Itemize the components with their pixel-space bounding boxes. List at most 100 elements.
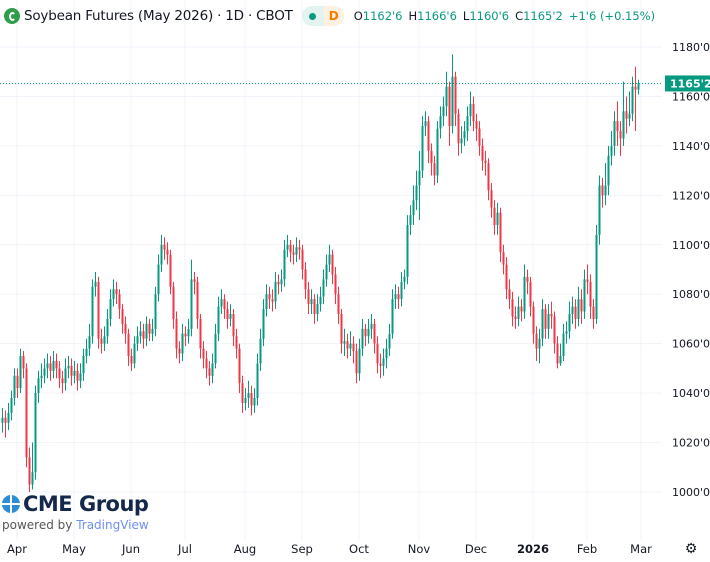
y-tick-label: 1160'0 [672, 90, 710, 103]
gear-icon[interactable]: ⚙ [684, 541, 698, 557]
candle-up [445, 86, 448, 107]
candle-up [343, 341, 346, 344]
tradingview-link[interactable]: TradingView [76, 518, 149, 532]
candle-up [82, 356, 85, 374]
candle-up [181, 333, 184, 354]
candle-down [196, 281, 199, 319]
candle-down [250, 393, 253, 406]
candle-up [631, 86, 634, 114]
candle-up [517, 306, 520, 319]
candle-down [340, 313, 343, 344]
candle-down [301, 249, 304, 270]
candle-up [460, 138, 463, 144]
candle-up [391, 299, 394, 334]
y-tick-label: 1100'0 [672, 239, 710, 252]
x-tick-label: Nov [408, 542, 431, 556]
candle-up [622, 111, 625, 139]
candle-up [85, 348, 88, 356]
candle-down [226, 309, 229, 319]
candle-down [127, 333, 130, 356]
candle-down [298, 247, 301, 250]
candle-down [70, 365, 73, 376]
candle-down [277, 281, 280, 285]
candle-up [187, 328, 190, 337]
candle-down [433, 163, 436, 176]
candle-down [205, 358, 208, 369]
candle-up [286, 244, 289, 250]
candle-up [247, 393, 250, 399]
candle-up [310, 299, 313, 305]
candle-up [406, 224, 409, 277]
candle-down [223, 299, 226, 310]
candle-up [79, 373, 82, 381]
candle-down [487, 163, 490, 191]
candle-down [304, 269, 307, 290]
candle-down [634, 86, 637, 90]
candle-down [427, 121, 430, 151]
candle-up [385, 348, 388, 359]
candle-up [388, 333, 391, 349]
high-value: 1166'6 [417, 9, 457, 23]
symbol-title[interactable]: Soybean Futures (May 2026) · 1D · CBOT [24, 8, 293, 24]
candle-down [232, 313, 235, 337]
candle-up [262, 309, 265, 339]
candle-down [478, 128, 481, 146]
y-tick-label: 1040'0 [672, 387, 710, 400]
candle-up [88, 336, 91, 349]
high-key: H [408, 9, 418, 23]
candle-down [556, 343, 559, 364]
x-tick-label: Dec [465, 542, 487, 556]
candle-up [37, 378, 40, 394]
market-status-badge[interactable]: D [301, 6, 344, 26]
candle-up [157, 264, 160, 295]
candle-down [49, 363, 52, 371]
candle-up [211, 363, 214, 376]
candle-down [241, 383, 244, 403]
candle-up [328, 254, 331, 265]
candle-up [106, 318, 109, 337]
candle-up [415, 185, 418, 201]
candle-up [451, 76, 454, 127]
candle-down [505, 264, 508, 290]
candle-up [280, 279, 283, 285]
candle-up [259, 338, 262, 364]
candle-up [154, 294, 157, 329]
candle-up [229, 313, 232, 319]
candle-up [160, 244, 163, 265]
candle-up [541, 309, 544, 339]
y-tick-label: 1020'0 [672, 437, 710, 450]
candle-up [109, 299, 112, 319]
candle-up [598, 185, 601, 235]
candle-down [193, 279, 196, 282]
candle-down [163, 244, 166, 250]
candle-up [409, 215, 412, 225]
candle-up [604, 185, 607, 196]
candle-down [481, 145, 484, 161]
candle-down [472, 103, 475, 122]
cme-watermark: CME Group powered by TradingView [2, 492, 149, 532]
candle-down [508, 289, 511, 300]
candle-up [253, 398, 256, 406]
change-value: +1'6 (+0.15%) [568, 9, 656, 23]
candle-up [43, 368, 46, 376]
candle-up [400, 281, 403, 300]
candle-down [97, 281, 100, 339]
x-tick-label: May [62, 542, 86, 556]
candle-down [502, 252, 505, 265]
ohlc-values: O1162'6 H1166'6 L1160'6 C1165'2 +1'6 (+0… [354, 9, 655, 23]
candle-up [562, 333, 565, 356]
candle-up [136, 336, 139, 344]
candle-up [316, 304, 319, 314]
candle-up [559, 356, 562, 364]
candle-down [289, 244, 292, 253]
x-tick-label: Oct [349, 542, 369, 556]
candle-down [115, 289, 118, 295]
candle-up [133, 343, 136, 364]
powered-by-label: powered by [2, 518, 73, 532]
candle-down [313, 299, 316, 314]
candle-up [523, 276, 526, 312]
candle-up [151, 328, 154, 334]
candle-down [208, 368, 211, 376]
low-value: 1160'6 [469, 9, 510, 23]
